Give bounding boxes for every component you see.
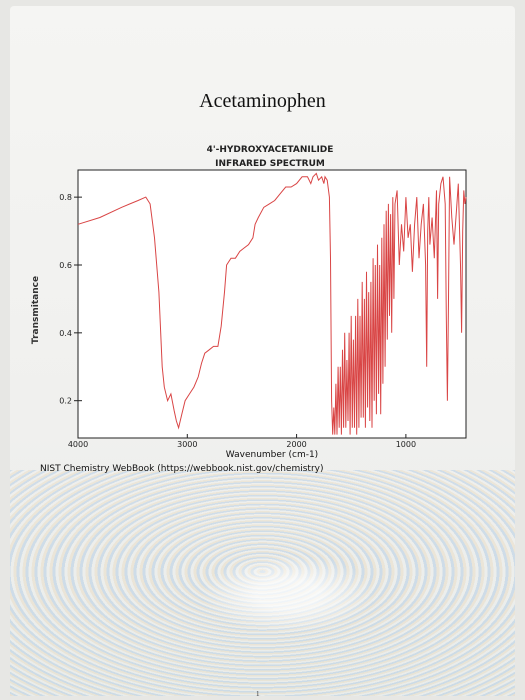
y-axis-label: Transmitance (31, 276, 41, 344)
y-tick-label: 0.4 (59, 329, 72, 338)
plot-frame (77, 169, 467, 439)
source-caption: NIST Chemistry WebBook (https://webbook.… (40, 464, 324, 474)
x-axis: 4000 3000 2000 1000 (68, 434, 416, 449)
page-title: Acetaminophen (199, 90, 326, 112)
chart-title: 4'-HYDROXYACETANILIDE (207, 145, 334, 155)
chart-subtitle: INFRARED SPECTRUM (215, 159, 325, 169)
x-tick-label: 4000 (68, 440, 88, 449)
y-tick-label: 0.6 (59, 261, 72, 270)
page-number: 1 (256, 690, 260, 698)
x-axis-label: Wavenumber (cm-1) (226, 450, 318, 460)
y-axis: 0.2 0.4 0.6 0.8 (59, 193, 82, 406)
x-tick-label: 2000 (286, 440, 306, 449)
spectrum-line (77, 172, 467, 435)
moire-highlight (10, 470, 515, 696)
x-tick-label: 1000 (396, 440, 416, 449)
y-tick-label: 0.8 (59, 193, 72, 202)
y-tick-label: 0.2 (59, 397, 72, 406)
x-tick-label: 3000 (177, 440, 197, 449)
